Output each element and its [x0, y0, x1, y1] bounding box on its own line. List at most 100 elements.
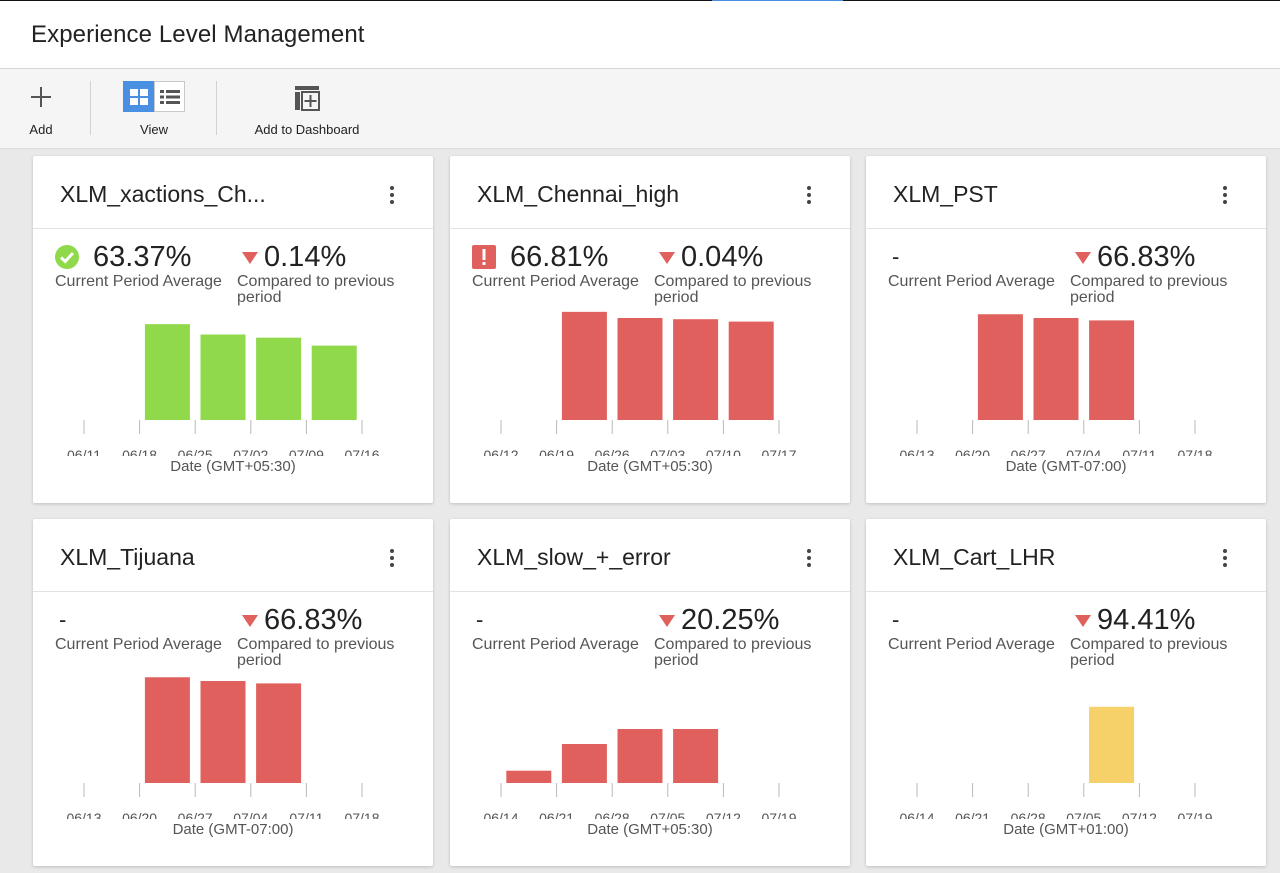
- bar[interactable]: [144, 677, 190, 783]
- bar[interactable]: [256, 337, 302, 420]
- change-value: 66.83%: [1097, 241, 1196, 273]
- current-value: -: [892, 607, 900, 632]
- x-tick-label: 07/16: [344, 447, 379, 456]
- bar[interactable]: [728, 321, 774, 420]
- down-arrow-icon: [1075, 615, 1091, 627]
- more-options-icon[interactable]: [1222, 549, 1228, 569]
- current-value: 63.37%: [93, 241, 192, 273]
- chart-plot: 06/12 06/19 06/26 07/03 07/10 07/17: [483, 311, 797, 456]
- bar[interactable]: [673, 729, 719, 783]
- add-button[interactable]: Add: [14, 69, 68, 149]
- x-axis-title: Date (GMT-07:00): [172, 821, 294, 838]
- x-tick-label: 06/14: [899, 810, 934, 819]
- x-tick-label: 07/03: [650, 447, 685, 456]
- toolbar: Add: [0, 69, 1280, 149]
- x-tick-label: 07/11: [289, 810, 323, 819]
- current-average: - Current Period Average: [55, 603, 225, 653]
- xlm-card[interactable]: XLM_PST - Current Period Average 66.83% Comp…: [866, 156, 1266, 503]
- x-tick-label: 07/18: [344, 810, 379, 819]
- current-value: -: [476, 607, 484, 632]
- current-average: - Current Period Average: [888, 603, 1058, 653]
- x-tick-label: 06/27: [1011, 447, 1046, 456]
- card-divider: [450, 228, 850, 229]
- grid-icon: [129, 88, 148, 105]
- xlm-card[interactable]: XLM_xactions_Ch... 63.37% Current Period A…: [33, 156, 433, 503]
- x-tick-label: 07/05: [1066, 810, 1101, 819]
- x-tick-label: 07/09: [289, 447, 324, 456]
- current-label: Current Period Average: [888, 636, 1055, 653]
- current-value-row: -: [888, 240, 1058, 274]
- down-arrow-icon: [1075, 252, 1091, 264]
- bar[interactable]: [617, 729, 663, 783]
- card-title: XLM_slow_+_error: [477, 544, 671, 570]
- page-header: Experience Level Management: [0, 1, 1280, 69]
- change-value: 0.04%: [681, 241, 764, 273]
- bar[interactable]: [561, 311, 607, 420]
- x-tick-label: 06/27: [178, 810, 213, 819]
- x-tick-label: 07/17: [761, 447, 796, 456]
- change-value-row: 0.04%: [654, 240, 844, 274]
- xlm-card[interactable]: XLM_Cart_LHR - Current Period Average 94.41…: [866, 519, 1266, 866]
- more-options-icon[interactable]: [389, 549, 395, 569]
- x-tick-label: 06/21: [539, 810, 574, 819]
- x-tick-label: 06/19: [539, 447, 574, 456]
- current-value-row: -: [472, 603, 642, 637]
- change-value-row: 66.83%: [1070, 240, 1260, 274]
- bar[interactable]: [977, 314, 1023, 420]
- bar[interactable]: [256, 683, 302, 783]
- x-tick-label: 07/11: [1122, 447, 1156, 456]
- bar-chart: 06/14 06/21 06/28 07/05 07/12 07/19 Date (GMT+…: [866, 669, 1266, 849]
- view-label: View: [140, 122, 168, 137]
- change-value: 94.41%: [1097, 604, 1196, 636]
- change-label: Compared to previous period: [654, 273, 812, 306]
- x-tick-label: 06/18: [122, 447, 157, 456]
- current-value-row: -: [888, 603, 1058, 637]
- current-label: Current Period Average: [55, 273, 222, 290]
- check-icon: [55, 245, 79, 269]
- add-to-dashboard-label: Add to Dashboard: [254, 122, 360, 137]
- card-divider: [866, 228, 1266, 229]
- x-tick-label: 07/02: [233, 447, 268, 456]
- card-title: XLM_Cart_LHR: [893, 544, 1056, 570]
- bar[interactable]: [311, 345, 357, 420]
- view-control: View: [118, 69, 190, 149]
- period-comparison: 66.83% Compared to previous period: [237, 603, 427, 669]
- list-view-button[interactable]: [154, 81, 185, 112]
- x-tick-label: 07/19: [1177, 810, 1212, 819]
- more-options-icon[interactable]: [806, 186, 812, 206]
- bar[interactable]: [200, 334, 246, 421]
- bar[interactable]: [673, 319, 719, 420]
- bar[interactable]: [1089, 320, 1135, 420]
- bar[interactable]: [144, 324, 190, 420]
- period-comparison: 66.83% Compared to previous period: [1070, 240, 1260, 306]
- bar[interactable]: [200, 681, 246, 783]
- change-label: Compared to previous period: [654, 636, 812, 669]
- alert-icon: [472, 245, 496, 269]
- bar[interactable]: [1089, 706, 1135, 783]
- bar-chart: 06/11 06/18 06/25 07/02 07/09 07/16 Date (GMT+…: [33, 306, 433, 486]
- change-label: Compared to previous period: [1070, 273, 1228, 306]
- grid-view-button[interactable]: [123, 81, 154, 112]
- window-top-border: [0, 0, 1280, 1]
- card-title: XLM_Chennai_high: [477, 181, 680, 207]
- bar[interactable]: [561, 744, 607, 783]
- add-to-dashboard-button[interactable]: Add to Dashboard: [244, 69, 370, 149]
- more-options-icon[interactable]: [389, 186, 395, 206]
- more-options-icon[interactable]: [1222, 186, 1228, 206]
- current-average: 66.81% Current Period Average: [472, 240, 642, 290]
- change-label: Compared to previous period: [1070, 636, 1228, 669]
- x-tick-label: 06/13: [899, 447, 934, 456]
- xlm-card[interactable]: XLM_Chennai_high 66.81% Current Period Ave…: [450, 156, 850, 503]
- period-comparison: 0.04% Compared to previous period: [654, 240, 844, 306]
- card-title: XLM_xactions_Ch...: [60, 181, 266, 207]
- more-options-icon[interactable]: [806, 549, 812, 569]
- current-average: 63.37% Current Period Average: [55, 240, 225, 290]
- bar[interactable]: [1033, 318, 1079, 420]
- bar[interactable]: [617, 318, 663, 420]
- xlm-card[interactable]: XLM_Tijuana - Current Period Average 66.83%…: [33, 519, 433, 866]
- change-value-row: 0.14%: [237, 240, 427, 274]
- x-tick-label: 06/25: [178, 447, 213, 456]
- x-axis-title: Date (GMT+05:30): [170, 458, 296, 475]
- bar[interactable]: [506, 770, 552, 783]
- xlm-card[interactable]: XLM_slow_+_error - Current Period Average 2…: [450, 519, 850, 866]
